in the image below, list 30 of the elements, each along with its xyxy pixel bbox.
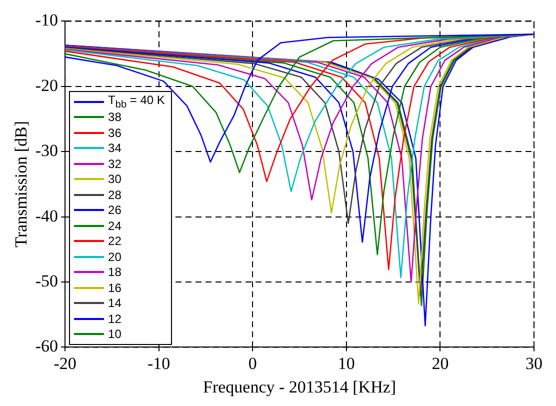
y-tick-label: -20 [35,76,58,95]
legend-label: 18 [108,265,122,280]
legend-label: 24 [108,218,122,233]
x-tick-label: 20 [432,354,449,373]
legend-label: 26 [108,203,122,218]
legend-label: 34 [108,141,122,156]
x-tick-label: -20 [54,354,76,373]
legend-label: 30 [108,172,122,186]
x-axis-title: Frequency - 2013514 [KHz] [202,377,396,396]
x-tick-label: 10 [338,354,355,373]
y-tick-label: -50 [35,271,58,290]
x-tick-label: -10 [148,354,170,373]
y-axis-title: Transmission [dB] [12,120,31,248]
legend-label: T$_{bb}$ = 40 K [108,93,165,111]
legend-label: 12 [108,312,122,326]
legend-label: 32 [108,156,122,171]
legend-label: 10 [108,327,122,342]
y-tick-label: -10 [35,10,58,30]
legend-label: 36 [108,126,122,140]
y-tick-label: -60 [35,336,58,356]
legend-label: 28 [108,188,122,202]
legend-label: 16 [108,280,122,295]
x-tick-label: 0 [248,354,257,373]
legend-label: 20 [108,250,122,264]
y-tick-label: -30 [35,141,58,160]
legend-label: 38 [108,110,122,124]
legend-label: 14 [108,296,122,310]
x-tick-label: 30 [526,354,542,373]
legend-label: 22 [108,234,122,248]
y-tick-label: -40 [35,206,58,226]
